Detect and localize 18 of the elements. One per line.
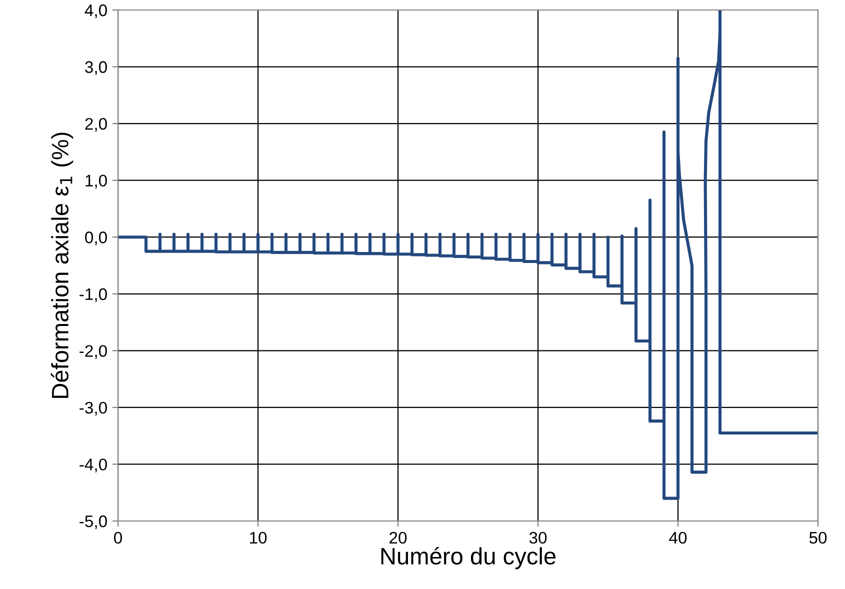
- x-tick-label: 0: [114, 532, 122, 544]
- y-tick-label: 3,0: [85, 61, 107, 75]
- y-tick-label: -2,0: [80, 345, 107, 359]
- y-tick-label: -3,0: [80, 402, 107, 416]
- y-tick-label: 0,0: [85, 232, 107, 246]
- x-axis-title: Numéro du cycle: [381, 546, 556, 570]
- x-tick-label: 40: [669, 532, 687, 544]
- x-tick-label: 10: [250, 532, 267, 544]
- y-tick-label: -4,0: [80, 458, 107, 472]
- y-axis-title: Déformation axiale ε$_{1}$ (%): [50, 132, 74, 398]
- x-tick-label: 50: [809, 532, 827, 544]
- y-tick-label: 4,0: [84, 4, 107, 18]
- x-tick-label: 20: [390, 532, 407, 544]
- y-tick-label: 1,0: [86, 174, 107, 189]
- y-tick-label: -1,0: [80, 288, 107, 302]
- y-tick-label: 2,0: [85, 118, 107, 132]
- y-tick-label: -5,0: [80, 515, 107, 530]
- x-tick-label: 30: [529, 532, 547, 544]
